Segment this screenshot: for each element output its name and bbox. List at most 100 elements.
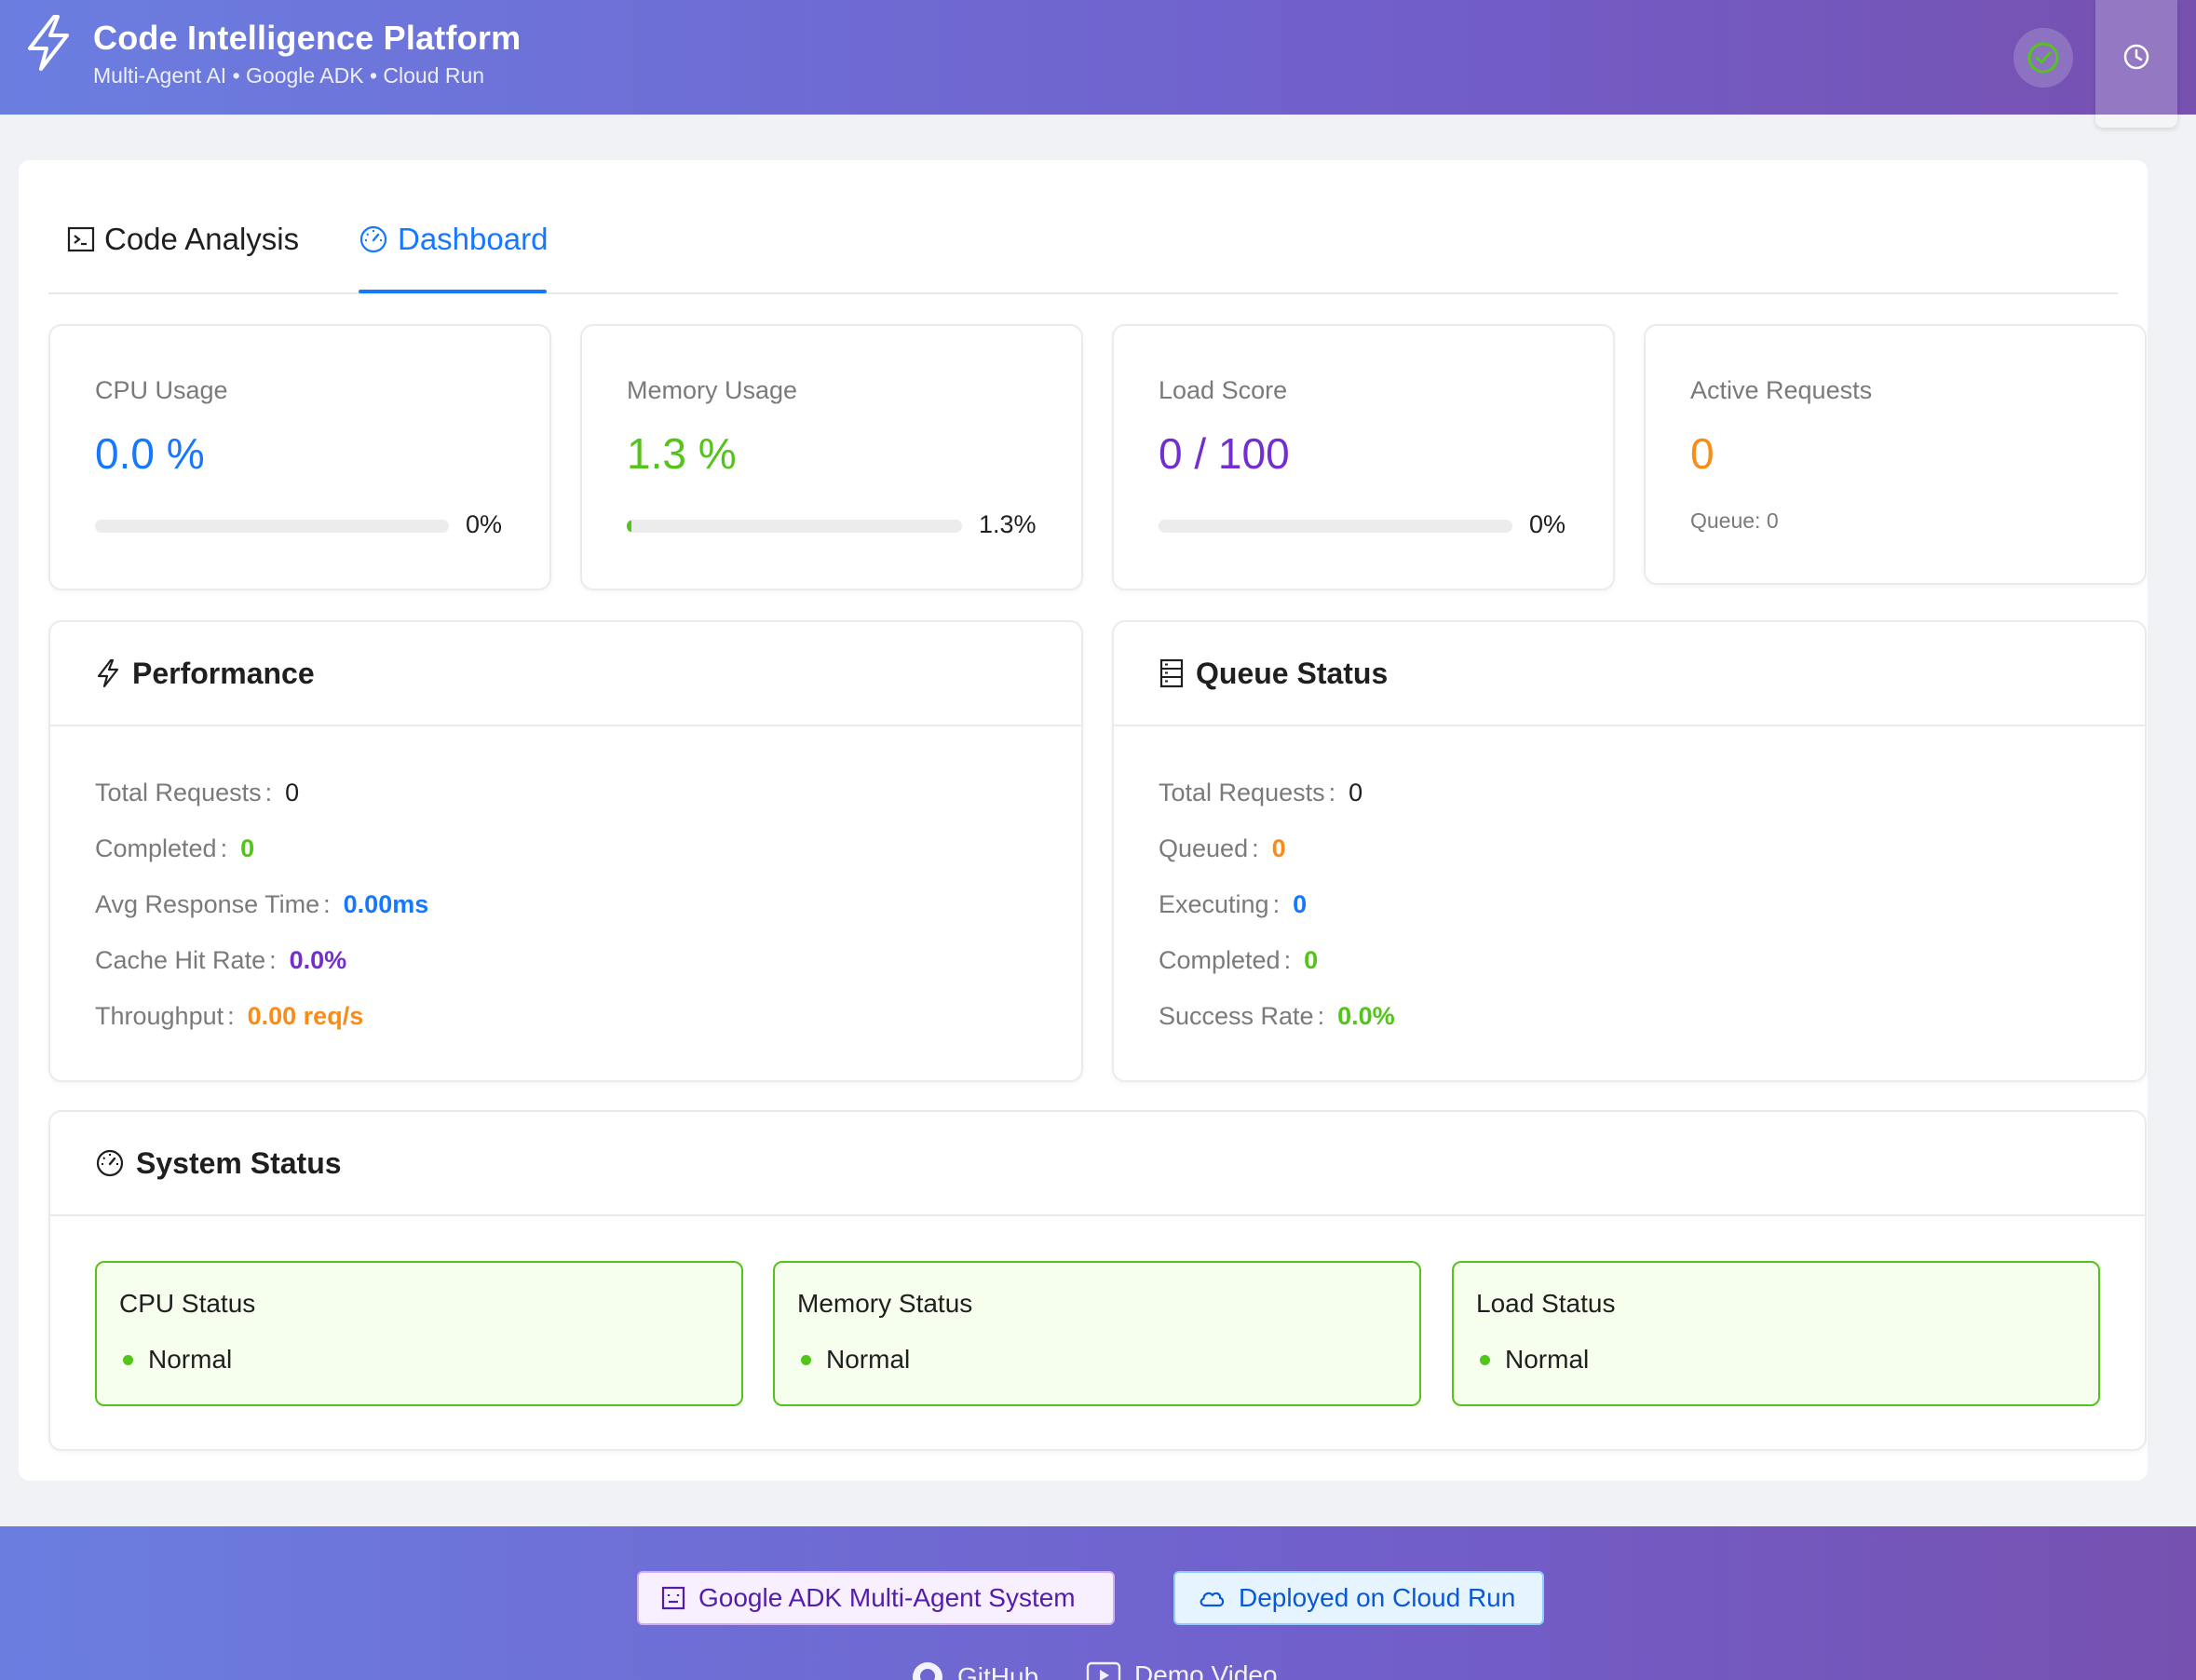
link-label: GitHub (957, 1662, 1039, 1680)
status-indicator: Normal (1476, 1345, 1589, 1375)
metric-value: 0 (240, 834, 255, 862)
metric-label: Executing (1159, 890, 1269, 918)
app-footer: Google ADK Multi-Agent System Deployed o… (0, 1526, 2196, 1680)
load-status-box: Load Status Normal (1452, 1261, 2100, 1406)
cpu-progress-bar (95, 520, 449, 533)
panel-header: Queue Status (1114, 622, 2145, 726)
queue-row-success-rate: Success Rate: 0.0% (1159, 1002, 1395, 1030)
stat-title: Active Requests (1690, 376, 1873, 404)
queue-row-executing: Executing: 0 (1159, 890, 1308, 918)
panel-title: Queue Status (1196, 656, 1389, 690)
progress-label: 0% (466, 510, 503, 538)
status-indicator: Normal (119, 1345, 232, 1375)
metric-value: 0.00 req/s (247, 1002, 364, 1030)
metric-label: Success Rate (1159, 1002, 1314, 1030)
memory-usage-card: Memory Usage 1.3 % 1.3% (580, 324, 1083, 590)
tab-bar: Code Analysis Dashboard (48, 160, 2118, 294)
metric-row-cache-hit: Cache Hit Rate: 0.0% (95, 946, 347, 974)
memory-progress-bar (627, 520, 962, 533)
github-icon (913, 1662, 942, 1680)
status-text: Normal (826, 1345, 911, 1374)
tab-label: Dashboard (398, 222, 549, 256)
terminal-icon (67, 226, 95, 252)
status-dot (123, 1354, 133, 1365)
metric-value: 0.0% (289, 946, 347, 974)
status-title: CPU Status (119, 1289, 256, 1318)
metric-row-avg-response: Avg Response Time: 0.00ms (95, 890, 429, 918)
metric-value: 0 (1271, 834, 1286, 862)
cpu-status-box: CPU Status Normal (95, 1261, 743, 1406)
status-indicator: Normal (797, 1345, 910, 1375)
panel-header: Performance (50, 622, 1081, 726)
tag-label: Google ADK Multi-Agent System (698, 1583, 1076, 1612)
metric-label: Throughput (95, 1002, 224, 1030)
stat-title: Memory Usage (627, 376, 798, 404)
github-link[interactable]: GitHub (911, 1660, 1038, 1680)
dashboard-gauge-icon (96, 1149, 124, 1177)
health-status-button[interactable] (2013, 28, 2073, 88)
metric-value: 0.0% (1337, 1002, 1395, 1030)
metric-value: 0 (1293, 890, 1308, 918)
load-progress-bar (1159, 520, 1512, 533)
tab-dashboard[interactable]: Dashboard (359, 222, 548, 257)
demo-video-link[interactable]: Demo Video (1086, 1660, 1278, 1680)
active-tab-indicator (359, 290, 547, 293)
metric-label: Total Requests (1159, 779, 1325, 806)
history-button[interactable] (2095, 0, 2177, 128)
metric-row-total-requests: Total Requests: 0 (95, 779, 300, 806)
status-dot (801, 1354, 811, 1365)
panel-title: System Status (136, 1145, 342, 1180)
metric-row-completed: Completed: 0 (95, 834, 255, 862)
metric-value: 0.00ms (343, 890, 429, 918)
main-content-card: Code Analysis Dashboard CPU Usage 0.0 % … (19, 160, 2148, 1481)
stat-number: 0 (1159, 429, 1183, 478)
stat-title: Load Score (1159, 376, 1288, 404)
stat-number: 0.0 (95, 429, 155, 478)
cloud-icon (1200, 1592, 1225, 1607)
stat-unit: % (166, 429, 205, 478)
lightning-icon (28, 15, 69, 71)
stat-number: 1.3 (627, 429, 686, 478)
tag-label: Deployed on Cloud Run (1239, 1583, 1516, 1612)
app-header: Code Intelligence Platform Multi-Agent A… (0, 0, 2196, 128)
stat-value: 0 (1690, 429, 1715, 478)
queue-count: Queue: 0 (1690, 508, 1779, 533)
status-text: Normal (1505, 1345, 1590, 1374)
metric-label: Cache Hit Rate (95, 946, 266, 974)
metric-label: Queued (1159, 834, 1249, 862)
status-text: Normal (148, 1345, 233, 1374)
system-status-panel: System Status CPU Status Normal Memory S… (48, 1110, 2147, 1451)
lightning-icon (97, 658, 119, 688)
robot-icon (661, 1586, 685, 1610)
stat-value: 0 / 100 (1159, 428, 1290, 479)
play-video-icon (1086, 1661, 1121, 1680)
dashboard-gauge-icon (359, 225, 387, 253)
adk-tag: Google ADK Multi-Agent System (637, 1571, 1115, 1625)
app-title: Code Intelligence Platform (93, 19, 522, 57)
progress-label: 1.3% (979, 510, 1037, 538)
status-dot (1480, 1354, 1490, 1365)
metric-label: Avg Response Time (95, 890, 320, 918)
stat-unit: % (698, 429, 737, 478)
tab-label: Code Analysis (104, 222, 300, 256)
cloud-run-tag: Deployed on Cloud Run (1173, 1571, 1544, 1625)
metric-label: Completed (1159, 946, 1281, 974)
database-list-icon (1159, 658, 1184, 688)
link-label: Demo Video (1134, 1660, 1278, 1680)
performance-panel: Performance Total Requests: 0 Completed:… (48, 620, 1083, 1082)
metric-value: 0 (1349, 779, 1363, 806)
stat-value: 1.3 % (627, 428, 737, 479)
status-title: Load Status (1476, 1289, 1616, 1318)
status-title: Memory Status (797, 1289, 973, 1318)
metric-row-throughput: Throughput: 0.00 req/s (95, 1002, 364, 1030)
progress-label: 0% (1529, 510, 1566, 538)
clock-icon (2123, 44, 2149, 69)
memory-status-box: Memory Status Normal (773, 1261, 1421, 1406)
stat-unit: / 100 (1194, 429, 1290, 478)
metric-value: 0 (1304, 946, 1319, 974)
queue-row-completed: Completed: 0 (1159, 946, 1319, 974)
queue-status-panel: Queue Status Total Requests: 0 Queued: 0… (1112, 620, 2147, 1082)
app-subtitle: Multi-Agent AI • Google ADK • Cloud Run (93, 63, 485, 88)
load-score-card: Load Score 0 / 100 0% (1112, 324, 1615, 590)
tab-code-analysis[interactable]: Code Analysis (67, 222, 299, 257)
